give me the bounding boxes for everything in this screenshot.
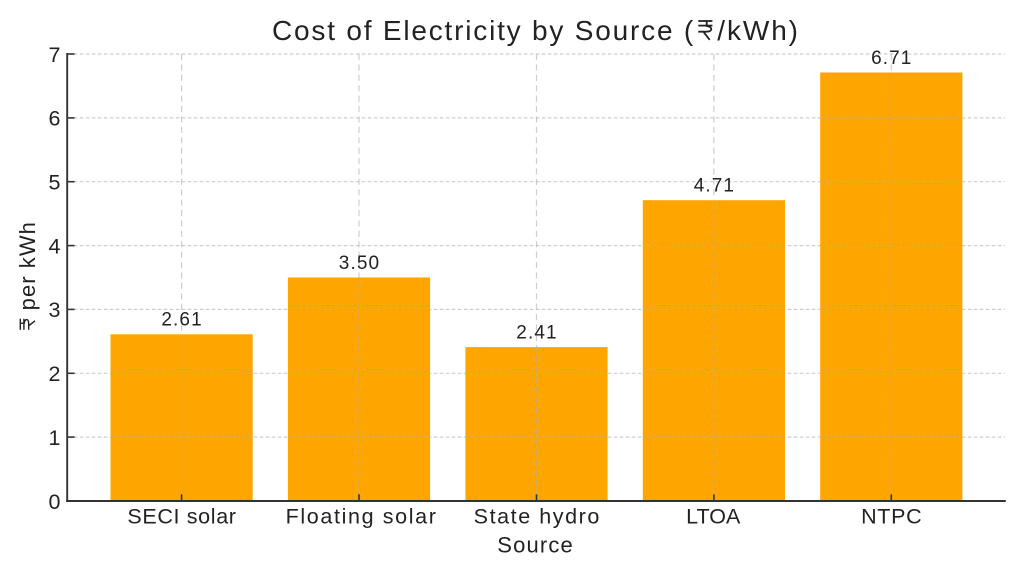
svg-text:per kWh: per kWh bbox=[15, 221, 40, 317]
svg-text:4.71: 4.71 bbox=[694, 176, 735, 197]
svg-text:6: 6 bbox=[49, 107, 61, 131]
svg-text:7: 7 bbox=[49, 43, 61, 67]
svg-text:0: 0 bbox=[49, 490, 61, 514]
svg-text:Source: Source bbox=[497, 533, 574, 558]
svg-text:2.41: 2.41 bbox=[516, 322, 557, 343]
svg-text:1: 1 bbox=[49, 426, 61, 450]
svg-text:Cost of Electricity by Source: Cost of Electricity by Source ( bbox=[272, 15, 695, 46]
svg-text:4: 4 bbox=[49, 234, 61, 258]
svg-text:3: 3 bbox=[49, 298, 61, 322]
svg-text:LTOA: LTOA bbox=[686, 505, 741, 529]
svg-text:Floating solar: Floating solar bbox=[286, 505, 438, 529]
svg-text:3.50: 3.50 bbox=[339, 253, 380, 274]
svg-text:State hydro: State hydro bbox=[474, 505, 601, 529]
svg-text:/kWh): /kWh) bbox=[717, 15, 800, 46]
svg-text:SECI solar: SECI solar bbox=[127, 505, 236, 529]
svg-text:NTPC: NTPC bbox=[861, 505, 922, 529]
svg-text:2.61: 2.61 bbox=[161, 310, 202, 331]
svg-text:2: 2 bbox=[49, 362, 61, 386]
svg-text:5: 5 bbox=[49, 171, 61, 195]
svg-text:6.71: 6.71 bbox=[871, 48, 912, 69]
